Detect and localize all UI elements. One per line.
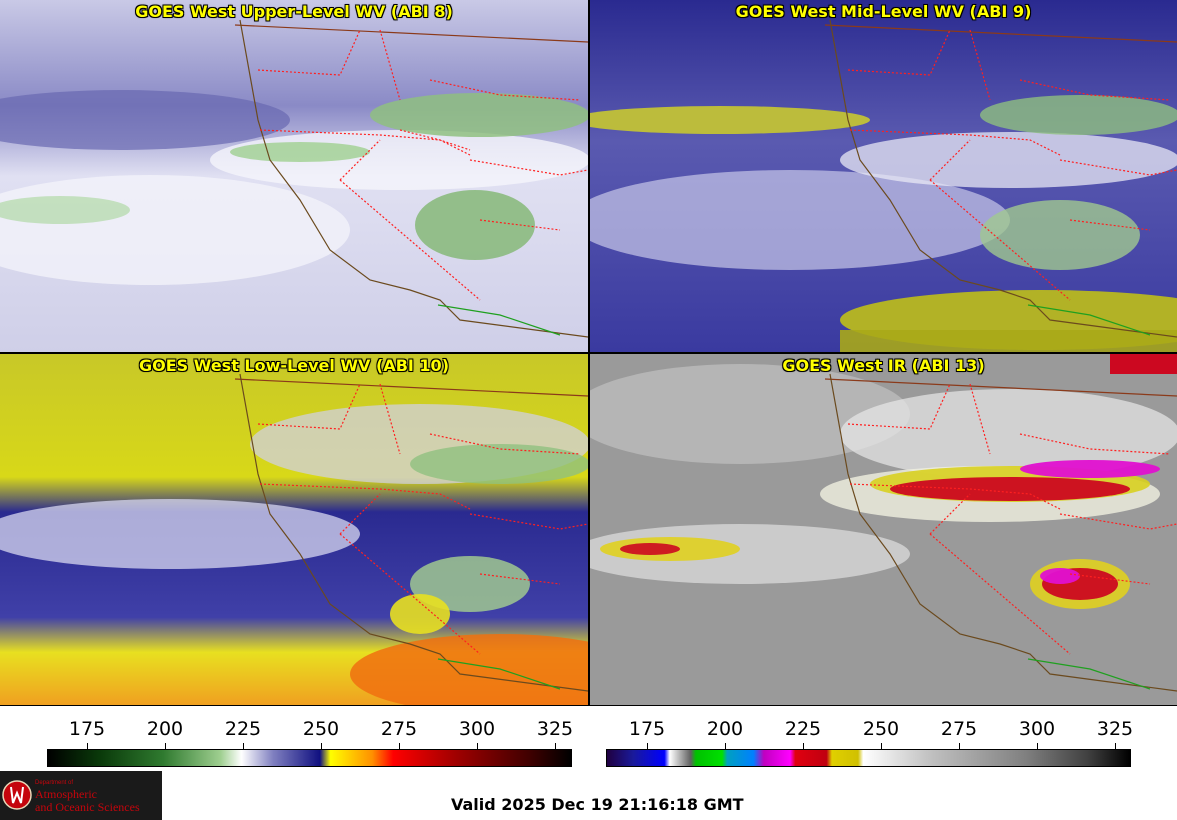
colorbar-wv-tickmark — [399, 743, 400, 749]
uw-aos-logo: Department of Atmospheric and Oceanic Sc… — [0, 771, 162, 820]
ir-image — [590, 354, 1177, 705]
colorbar-wv-tick-250: 250 — [302, 718, 340, 740]
panel-bottom-border — [0, 705, 1177, 706]
colorbar-wv-tick-175: 175 — [68, 718, 106, 740]
colorbar-wv-tick-225: 225 — [224, 718, 262, 740]
colorbar-ir-tickmark — [881, 743, 882, 749]
colorbar-ir-tickmark — [647, 743, 648, 749]
colorbar-wv-tickmark — [243, 743, 244, 749]
colorbar-wv: 175 200 225 250 275 300 325 — [0, 706, 588, 770]
colorbar-ir-tick-175: 175 — [628, 718, 666, 740]
valid-time-label: Valid 2025 Dec 19 21:16:18 GMT — [451, 795, 744, 814]
colorbar-ir-tickmark — [1115, 743, 1116, 749]
colorbar-ir-tickmark — [1037, 743, 1038, 749]
colorbar-ir-tick-225: 225 — [784, 718, 822, 740]
panel-ir: GOES West IR (ABI 13) — [590, 354, 1177, 705]
colorbar-ir-tick-200: 200 — [706, 718, 744, 740]
colorbar-wv-tick-300: 300 — [458, 718, 496, 740]
logo-name-line1: Atmospheric — [35, 787, 97, 801]
colorbar-wv-strip — [47, 749, 572, 767]
colorbar-ir: 175 200 225 250 275 300 325 — [590, 706, 1177, 770]
logo-department-text: Department of — [35, 780, 74, 786]
colorbar-wv-tickmark — [165, 743, 166, 749]
colorbar-wv-tick-275: 275 — [380, 718, 418, 740]
colorbar-ir-tick-275: 275 — [940, 718, 978, 740]
colorbar-ir-tick-300: 300 — [1018, 718, 1056, 740]
colorbar-ir-tickmark — [803, 743, 804, 749]
colorbar-ir-strip — [606, 749, 1131, 767]
panel-upper-level-wv: GOES West Upper-Level WV (ABI 8) — [0, 0, 588, 352]
colorbar-wv-tick-325: 325 — [536, 718, 574, 740]
colorbar-wv-tickmark — [321, 743, 322, 749]
colorbar-ir-tickmark — [959, 743, 960, 749]
colorbar-wv-tickmark — [555, 743, 556, 749]
colorbar-wv-tickmark — [87, 743, 88, 749]
colorbar-wv-tickmark — [477, 743, 478, 749]
logo-name-line2: and Oceanic Sciences — [35, 800, 140, 814]
panel-mid-level-wv: GOES West Mid-Level WV (ABI 9) — [590, 0, 1177, 352]
mid-level-wv-image — [590, 0, 1177, 352]
colorbar-ir-tick-325: 325 — [1096, 718, 1134, 740]
uw-crest-icon — [2, 780, 32, 810]
upper-level-wv-image — [0, 0, 588, 352]
colorbar-ir-tickmark — [725, 743, 726, 749]
colorbar-wv-tick-200: 200 — [146, 718, 184, 740]
panel-divider-horizontal — [0, 352, 1177, 354]
low-level-wv-image — [0, 354, 588, 705]
panel-low-level-wv: GOES West Low-Level WV (ABI 10) — [0, 354, 588, 705]
colorbar-ir-tick-250: 250 — [862, 718, 900, 740]
